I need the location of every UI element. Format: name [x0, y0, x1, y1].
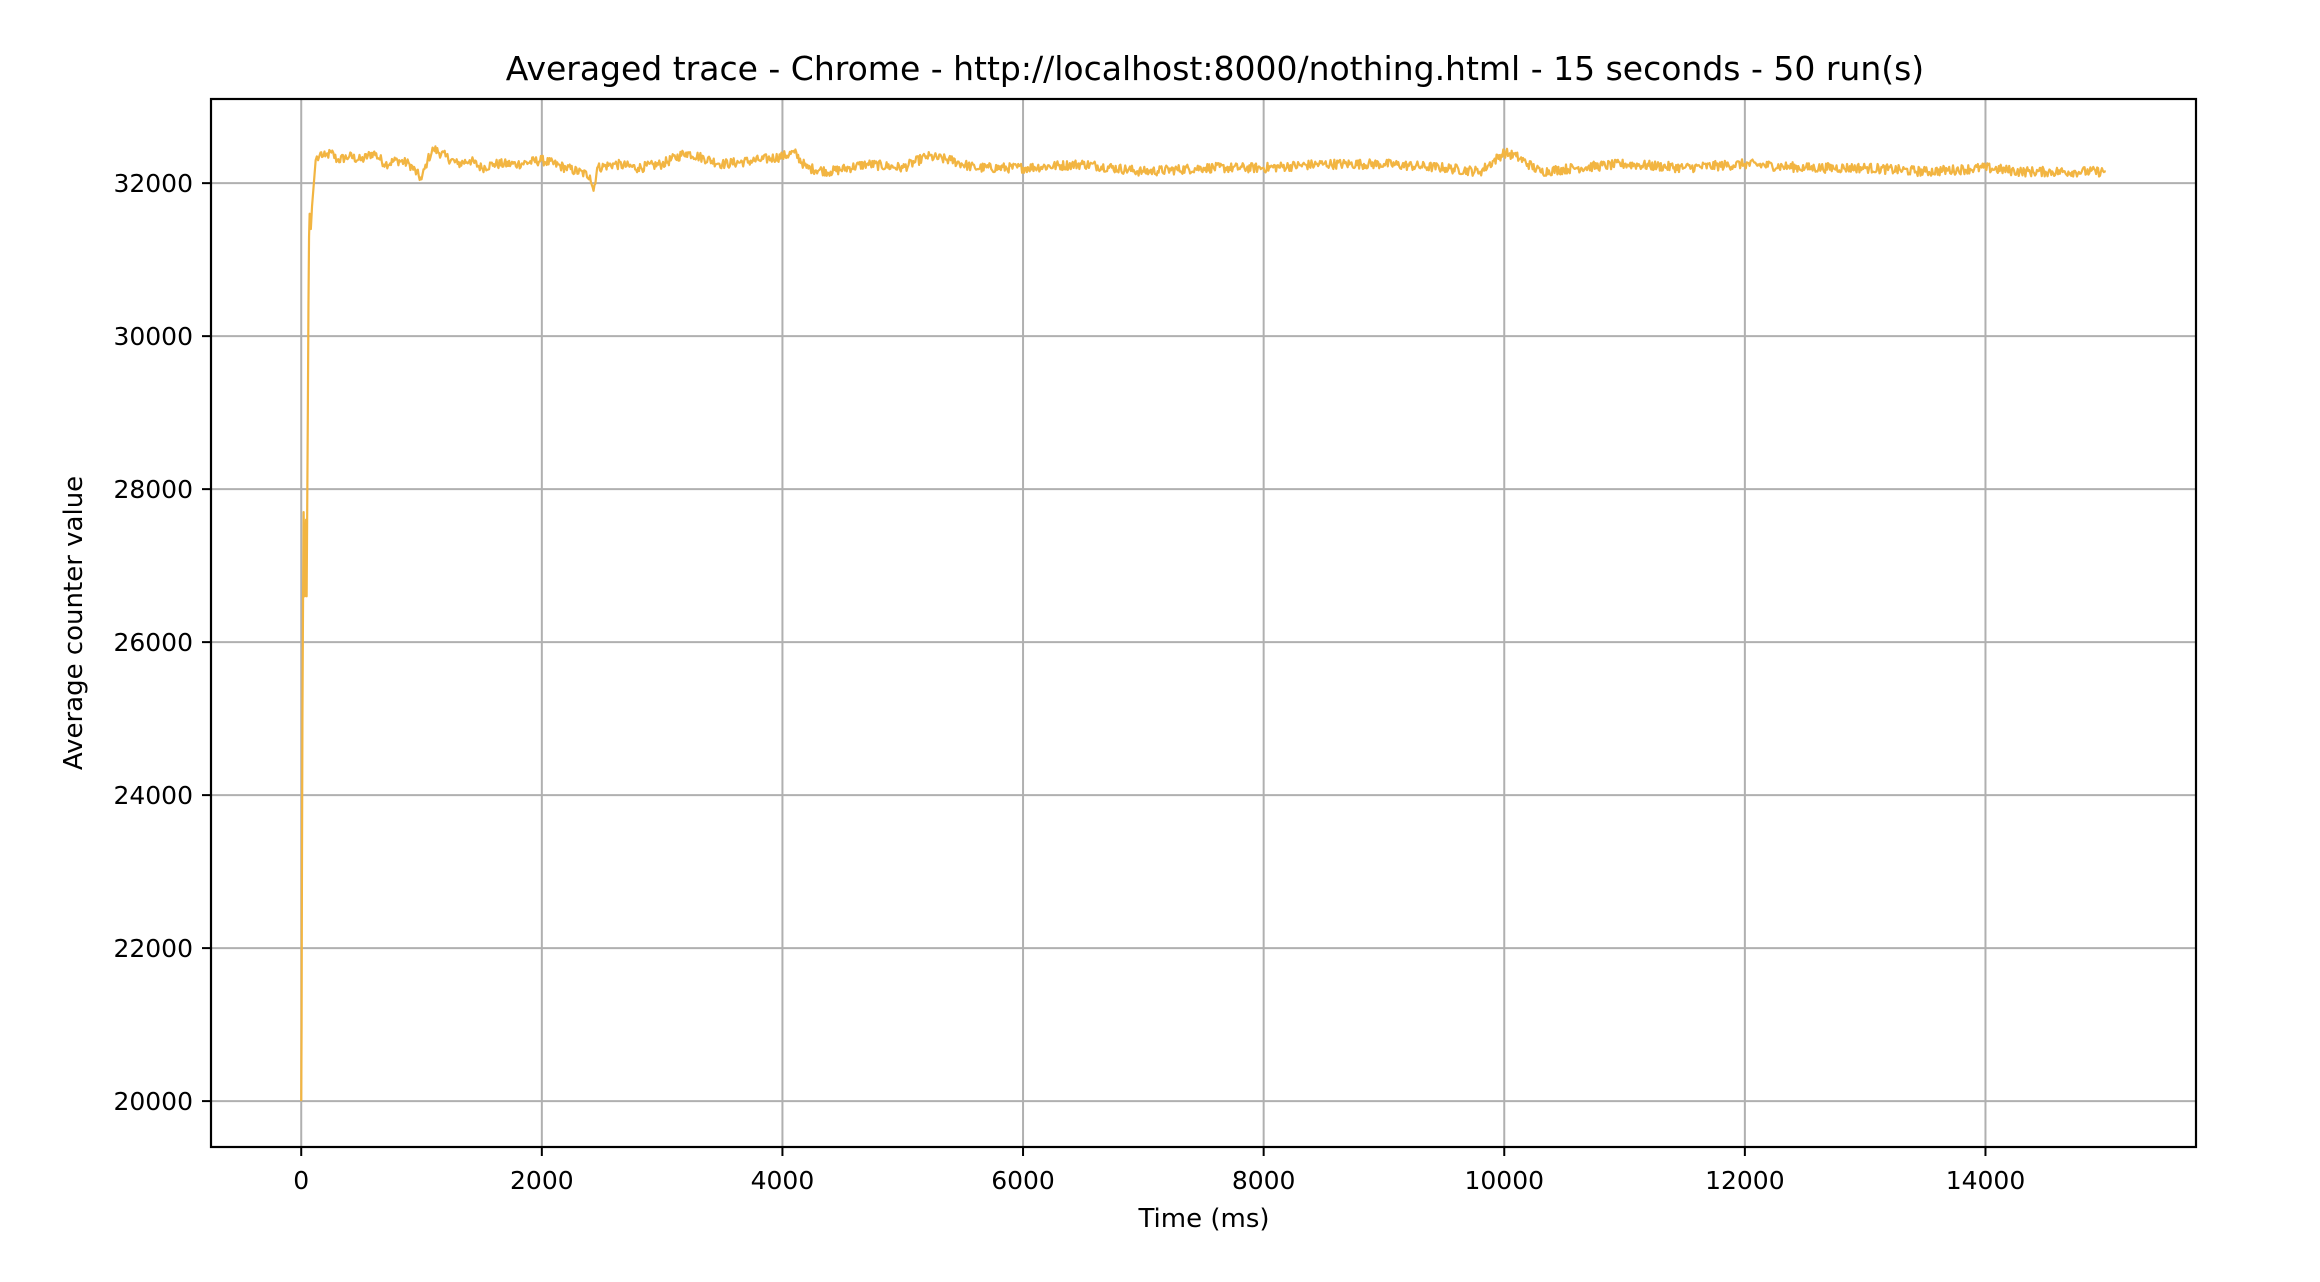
y-tick-label: 20000: [113, 1087, 193, 1116]
grid: [211, 99, 2196, 1147]
y-tick-label: 22000: [113, 934, 193, 963]
x-tick-label: 2000: [510, 1166, 574, 1195]
y-tick-label: 28000: [113, 475, 193, 504]
plot-area: [209, 97, 2198, 1149]
series-line: [300, 145, 2107, 1102]
x-tick-label: 6000: [991, 1166, 1055, 1195]
y-tick-label: 26000: [113, 628, 193, 657]
series-layer: [300, 145, 2107, 1102]
chart-title: Averaged trace - Chrome - http://localho…: [506, 49, 1924, 88]
x-tick-label: 8000: [1232, 1166, 1296, 1195]
y-tick-label: 24000: [113, 781, 193, 810]
y-axis: 20000 22000 24000 26000 28000 30000 32000: [113, 169, 211, 1116]
y-tick-label: 32000: [113, 169, 193, 198]
x-tick-label: 12000: [1705, 1166, 1785, 1195]
y-axis-label: Average counter value: [59, 476, 89, 770]
x-axis: 0 2000 4000 6000 8000 10000 12000 14000: [293, 1147, 2025, 1195]
x-tick-label: 0: [293, 1166, 309, 1195]
x-tick-label: 4000: [751, 1166, 815, 1195]
x-axis-label: Time (ms): [1137, 1204, 1269, 1234]
x-tick-label: 10000: [1464, 1166, 1544, 1195]
x-tick-label: 14000: [1946, 1166, 2026, 1195]
y-tick-label: 30000: [113, 322, 193, 351]
